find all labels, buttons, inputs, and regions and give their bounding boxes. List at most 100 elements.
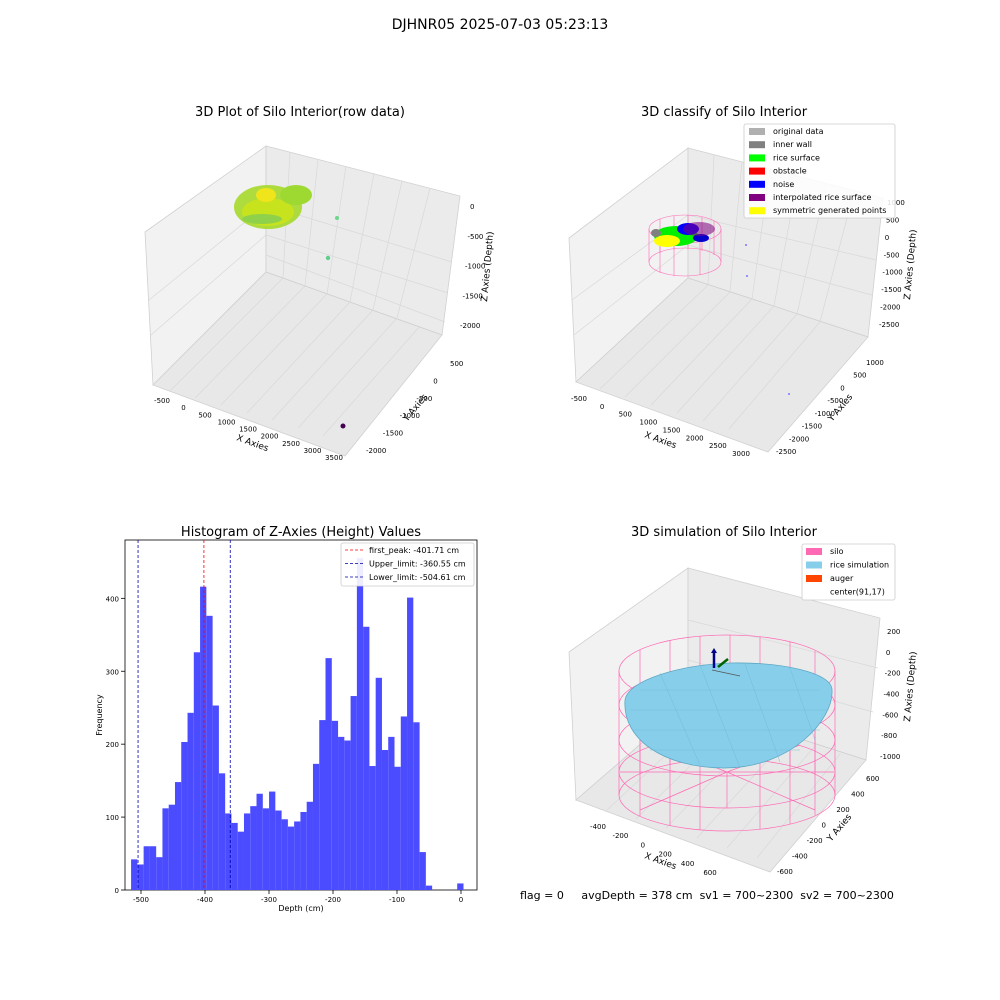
histogram-bar	[419, 852, 426, 890]
y-tick-label: 400	[106, 595, 119, 603]
classify-legend-item-label: rice surface	[773, 153, 820, 162]
x-tick-label: 0	[181, 404, 185, 412]
y-tick-label: -1500	[802, 423, 822, 431]
y-axis-label: Frequency	[95, 694, 104, 736]
histogram-bar	[457, 883, 464, 890]
x-tick-label: 600	[703, 869, 716, 877]
histogram-bar	[149, 846, 157, 890]
histogram-title: Histogram of Z-Axies (Height) Values	[181, 525, 421, 540]
histogram-bar	[287, 826, 295, 890]
x-tick-label: 0	[641, 841, 645, 849]
x-tick-label: -500	[571, 395, 587, 403]
histogram-bar	[331, 720, 339, 890]
histogram-bar	[162, 808, 169, 890]
histogram-bar	[218, 773, 226, 890]
z-tick-label: 500	[886, 216, 899, 224]
x-tick-label: 2000	[261, 433, 279, 441]
plot-raw-title: 3D Plot of Silo Interior(row data)	[195, 105, 405, 120]
y-tick-label: -1000	[815, 410, 835, 418]
histogram-bar	[156, 857, 163, 890]
histogram-bar	[375, 677, 382, 890]
histogram-bar	[269, 791, 276, 890]
histogram-bar	[400, 716, 408, 890]
histogram-chart: Histogram of Z-Axies (Height) Values -50…	[95, 525, 478, 913]
y-tick-label: -500	[827, 397, 843, 405]
x-tick-label: 3000	[732, 450, 750, 458]
x-tick-label: 500	[198, 411, 211, 419]
z-tick-labels: 200 0 -200 -400 -600 -800 -1000	[880, 628, 901, 761]
histogram-bar	[394, 766, 401, 890]
classify-legend-item-label: interpolated rice surface	[773, 193, 871, 202]
histogram-bar	[325, 658, 332, 890]
y-tick-label: 0	[840, 384, 844, 392]
y-tick-label: 100	[106, 814, 119, 822]
x-tick-label: -300	[261, 896, 277, 904]
z-tick-label: -1000	[465, 263, 485, 271]
histogram-bar	[206, 615, 213, 890]
classify-legend-item-swatch	[749, 154, 765, 162]
y-tick-label: 0	[433, 377, 437, 385]
simulation-legend-item-swatch	[806, 588, 822, 596]
histogram-bar	[243, 813, 251, 890]
z-tick-label: -2000	[880, 304, 900, 312]
z-tick-label: -600	[882, 711, 898, 719]
auger-arrows	[711, 648, 741, 677]
histogram-bar	[168, 804, 175, 890]
x-tick-label: 2500	[709, 442, 727, 450]
z-tick-label: -2500	[879, 321, 899, 329]
histogram-bar	[319, 720, 326, 890]
histogram-bar	[250, 806, 257, 890]
x-tick-label: 400	[681, 860, 694, 868]
histogram-bar	[338, 736, 345, 890]
classify-legend-item-label: obstacle	[773, 167, 807, 176]
x-tick-label: 1000	[640, 419, 658, 427]
histogram-bar	[225, 813, 232, 890]
histogram-bar	[344, 740, 351, 890]
histogram-bar	[425, 885, 433, 890]
legend-line-label: Upper_limit: -360.55 cm	[369, 560, 466, 569]
z-tick-label: -1000	[880, 753, 900, 761]
z-tick-label: -2000	[460, 322, 480, 330]
z-axis-label: Z Axies (Depth)	[480, 231, 496, 302]
histogram-bar	[174, 782, 182, 890]
sv2-text: sv2 = 700~2300	[800, 889, 894, 902]
pane-floor	[575, 277, 869, 453]
z-tick-labels: 0 -500 -1000 -1500 -2000	[460, 203, 485, 330]
histogram-bar	[306, 801, 313, 890]
simulation-legend: silo rice simulation auger center(91,17)	[801, 543, 896, 601]
classify-legend-item-swatch	[749, 180, 765, 188]
x-tick-label: -400	[590, 823, 606, 831]
y-tick-label: -2000	[366, 447, 386, 455]
x-tick-label: 1500	[239, 426, 257, 434]
z-tick-label: -1000	[882, 269, 902, 277]
x-tick-labels: -500 0 500 1000 1500 2000 2500 3000	[571, 395, 750, 458]
x-tick-label: 2500	[282, 440, 300, 448]
classify-legend-item-label: original data	[773, 127, 824, 136]
raw-point-cloud	[234, 185, 346, 429]
x-tick-label: 0	[600, 403, 604, 411]
x-tick-label: 1000	[218, 418, 236, 426]
avg-depth-text: avgDepth = 378 cm	[581, 889, 693, 902]
histogram-bar	[256, 793, 263, 890]
z-axis-label: Z Axies (Depth)	[903, 229, 919, 300]
y-tick-label: -2500	[776, 448, 796, 456]
simulation-legend-item-label: center(91,17)	[830, 588, 885, 597]
rice-mesh	[630, 663, 828, 769]
x-tick-label: -200	[612, 832, 628, 840]
plot-classify-title: 3D classify of Silo Interior	[641, 105, 808, 120]
y-tick-label: -2000	[789, 435, 809, 443]
z-tick-label: 1000	[887, 199, 905, 207]
y-tick-label: 1000	[866, 359, 884, 367]
z-tick-label: -800	[881, 732, 897, 740]
y-tick-label: -500	[416, 395, 432, 403]
y-tick-label: 500	[450, 360, 463, 368]
plot-simulation-title: 3D simulation of Silo Interior	[631, 525, 818, 540]
histogram-bar	[237, 831, 244, 890]
histogram-bar	[262, 808, 270, 890]
classify-legend-item-label: inner wall	[773, 140, 812, 149]
classify-legend-item-swatch	[749, 128, 765, 135]
x-tick-label: 3500	[325, 454, 343, 462]
histogram-bar	[300, 811, 307, 890]
